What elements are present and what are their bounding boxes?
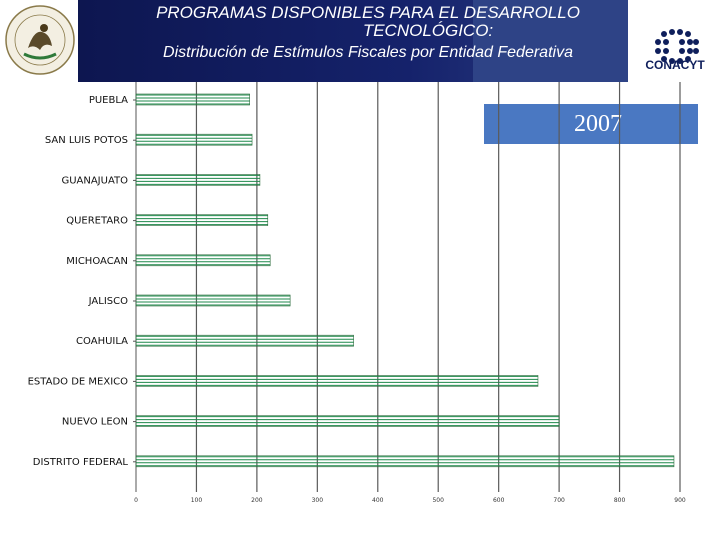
conacyt-logo-text: CONACYT — [645, 58, 705, 72]
category-label: MICHOACAN — [66, 256, 128, 267]
title-band — [78, 0, 628, 82]
title-line-2: TECNOLÓGICO: — [362, 21, 494, 40]
x-tick-label: 400 — [372, 497, 384, 504]
category-label: NUEVO LEON — [62, 417, 128, 428]
category-label: DISTRITO FEDERAL — [33, 457, 129, 468]
header: PROGRAMAS DISPONIBLES PARA EL DESARROLLO… — [0, 0, 720, 82]
x-tick-label: 600 — [493, 497, 505, 504]
bar — [135, 174, 261, 186]
x-tick-label: 900 — [674, 497, 686, 504]
bar-chart: 0 100 200 300 400 500 600 700 800 900 PUEBLA SAN LU… — [28, 82, 686, 504]
bar — [135, 294, 291, 307]
year-badge: 2007 — [484, 104, 698, 144]
category-label: PUEBLA — [89, 95, 128, 106]
bar — [135, 415, 560, 427]
conacyt-logo-icon — [655, 29, 699, 64]
mexico-seal-icon — [5, 5, 75, 75]
category-label: ESTADO DE MEXICO — [28, 376, 129, 387]
bar — [135, 133, 253, 146]
title-band-accent — [473, 0, 628, 82]
category-label: COAHUILA — [76, 336, 128, 347]
page-subtitle: Distribución de Estímulos Fiscales por E… — [163, 44, 573, 61]
bar — [135, 334, 354, 347]
bar — [135, 214, 269, 226]
x-tick-label: 800 — [614, 497, 626, 504]
bar — [135, 93, 250, 106]
x-tick-label: 200 — [251, 497, 263, 504]
x-tick-label: 500 — [432, 497, 444, 504]
x-tick-label: 100 — [191, 497, 203, 504]
category-label: GUANAJUATO — [61, 175, 128, 186]
x-tick-label: 700 — [553, 497, 565, 504]
category-label: SAN LUIS POTOS — [45, 135, 128, 146]
x-tick-label: 0 — [134, 497, 138, 504]
page-title: PROGRAMAS DISPONIBLES PARA EL DESARROLLO… — [118, 4, 618, 40]
bar — [135, 455, 675, 468]
bar — [135, 254, 271, 267]
x-tick-label: 300 — [312, 497, 324, 504]
category-label: JALISCO — [88, 296, 128, 307]
title-line-1: PROGRAMAS DISPONIBLES PARA EL DESARROLLO — [156, 3, 580, 22]
category-label: QUERETARO — [66, 216, 128, 227]
